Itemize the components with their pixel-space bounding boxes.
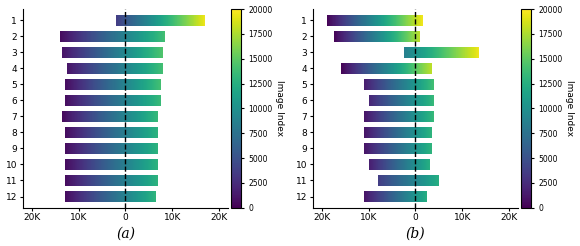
Y-axis label: Image Index: Image Index <box>564 80 574 137</box>
X-axis label: (b): (b) <box>405 227 425 240</box>
X-axis label: (a): (a) <box>116 227 135 240</box>
Y-axis label: Image Index: Image Index <box>274 80 284 137</box>
